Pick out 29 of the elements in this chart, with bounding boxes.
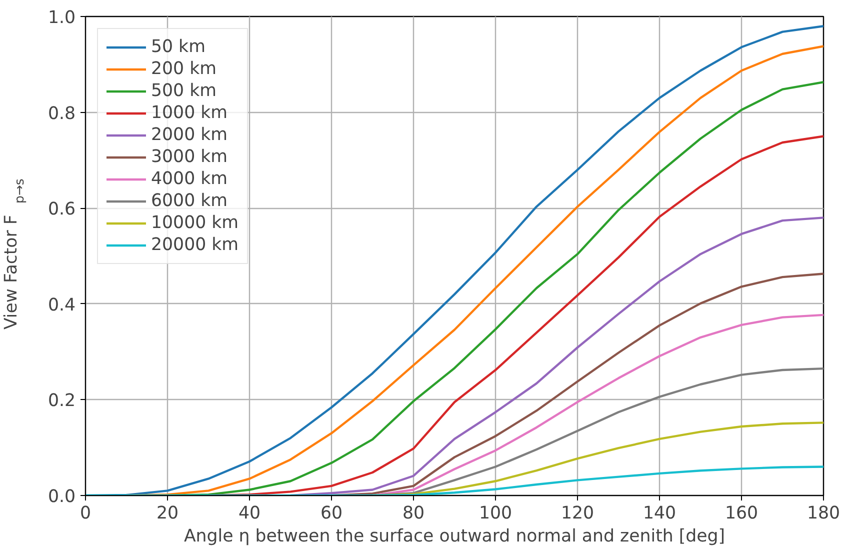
- y-tick-label: 0.2: [48, 391, 76, 412]
- x-tick-label: 0: [80, 504, 92, 524]
- x-tick-label: 160: [724, 504, 758, 524]
- y-tick-label: 0.4: [48, 295, 76, 316]
- legend-label: 50 km: [151, 37, 206, 57]
- legend-label: 200 km: [151, 59, 216, 79]
- x-tick-label: 20: [156, 504, 179, 524]
- x-tick-label: 120: [560, 504, 594, 524]
- x-axis-title: Angle η between the surface outward normal and zenith [deg]: [184, 526, 726, 546]
- x-tick-label: 100: [478, 504, 512, 524]
- y-tick-label: 0.6: [48, 200, 76, 220]
- legend-label: 4000 km: [151, 169, 228, 189]
- x-tick-label: 180: [806, 504, 840, 524]
- x-tick-label: 40: [238, 504, 261, 524]
- legend-label: 1000 km: [151, 103, 228, 123]
- y-axis-title: View Factor Fp→s: [2, 178, 26, 330]
- y-tick-label: 0.8: [48, 104, 76, 124]
- legend-label: 3000 km: [151, 147, 228, 167]
- line-series: [371, 314, 824, 496]
- legend-label: 10000 km: [151, 213, 239, 233]
- y-tick-label: 0.0: [48, 487, 76, 507]
- legend-label: 2000 km: [151, 125, 228, 145]
- x-tick-label: 140: [642, 504, 676, 524]
- legend-label: 20000 km: [151, 235, 239, 255]
- y-tick-label: 1.0: [48, 8, 76, 28]
- legend-label: 500 km: [151, 81, 216, 101]
- x-tick-label: 60: [320, 504, 343, 524]
- x-tick-label: 80: [402, 504, 425, 524]
- legend-label: 6000 km: [151, 191, 228, 211]
